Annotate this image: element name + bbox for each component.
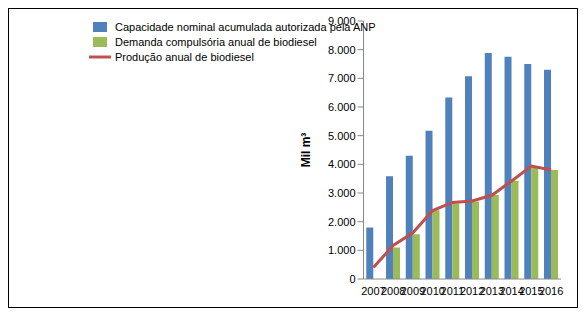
svg-text:7.000: 7.000 [328, 72, 356, 84]
svg-text:2016: 2016 [539, 285, 563, 297]
svg-text:1.000: 1.000 [328, 244, 356, 256]
svg-text:4.000: 4.000 [328, 158, 356, 170]
svg-text:Mil m³: Mil m³ [299, 133, 313, 168]
svg-text:8.000: 8.000 [328, 44, 356, 56]
svg-text:5.000: 5.000 [328, 130, 356, 142]
svg-text:6.000: 6.000 [328, 101, 356, 113]
svg-text:9.000: 9.000 [328, 15, 356, 27]
svg-text:3.000: 3.000 [328, 187, 356, 199]
svg-text:2.000: 2.000 [328, 216, 356, 228]
svg-text:0: 0 [349, 273, 355, 285]
